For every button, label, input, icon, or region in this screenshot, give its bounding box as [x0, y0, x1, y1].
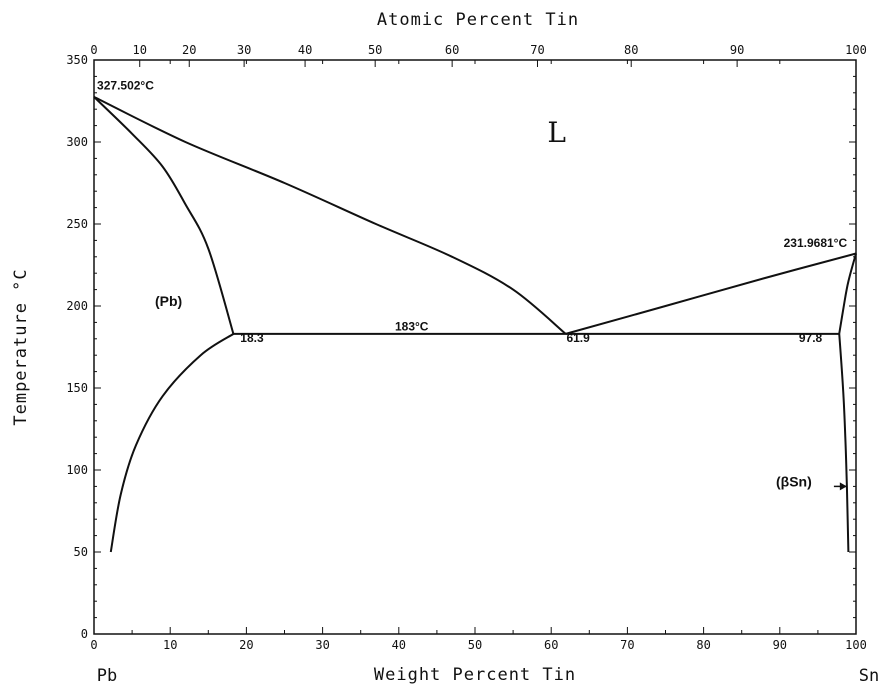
x2-tick-label: 70 [530, 43, 544, 57]
phase-boundaries [93, 96, 857, 553]
x2-tick-label: 80 [624, 43, 638, 57]
x-tick-label: 80 [696, 638, 710, 652]
x2-tick-label: 30 [237, 43, 251, 57]
pb-solubility-label: 18.3 [240, 331, 264, 345]
x-tick-label: 20 [239, 638, 253, 652]
x2-tick-label: 50 [368, 43, 382, 57]
y-tick-label: 50 [74, 545, 88, 559]
x2-tick-label: 40 [298, 43, 312, 57]
liquidus-sn-side [565, 252, 857, 335]
solidus-pb [93, 96, 235, 335]
x2-tick-label: 100 [845, 43, 867, 57]
x-tick-label: 30 [315, 638, 329, 652]
x2-tick-label: 0 [90, 43, 97, 57]
y-tick-label: 150 [66, 381, 88, 395]
x-tick-label: 100 [845, 638, 867, 652]
annotation-group: 327.502°C L 231.9681°C (Pb) 183°C 18.3 61.9 97.… [97, 79, 847, 490]
pb-melting-point-label: 327.502°C [97, 79, 154, 93]
y-tick-label: 0 [81, 627, 88, 641]
sn-melting-point-label: 231.9681°C [784, 236, 848, 250]
pb-element-label: Pb [97, 666, 117, 686]
sn-solubility-label: 97.8 [799, 331, 823, 345]
y-tick-label: 300 [66, 135, 88, 149]
plot-frame [93, 59, 857, 635]
y-tick-label: 100 [66, 463, 88, 477]
x-tick-label: 60 [544, 638, 558, 652]
x-tick-label: 40 [392, 638, 406, 652]
x-tick-label: 0 [90, 638, 97, 652]
liquidus-pb-side [93, 96, 567, 335]
y-tick-label: 350 [66, 53, 88, 67]
solidus-sn [838, 253, 857, 335]
top-axis-title: Atomic Percent Tin [377, 10, 579, 30]
sn-element-label: Sn [859, 666, 879, 686]
beta-sn-arrow-head [839, 482, 847, 491]
x2-tick-label: 20 [182, 43, 196, 57]
x2-tick-label: 90 [730, 43, 744, 57]
x-tick-label: 10 [163, 638, 177, 652]
solvus-pb [109, 333, 234, 553]
x-tick-label: 90 [773, 638, 787, 652]
pb-phase-label: (Pb) [155, 293, 182, 309]
eutectic-temperature-label: 183°C [395, 320, 429, 334]
eutectic-composition-label: 61.9 [566, 331, 590, 345]
tick-group: 0 10 20 30 40 50 60 70 80 90 100 0 10 20 30 40 50 60 70 80 9… [66, 43, 867, 652]
beta-sn-phase-label: (βSn) [776, 473, 812, 489]
liquid-phase-label: L [547, 116, 566, 149]
solvus-sn [838, 333, 850, 553]
y-tick-label: 250 [66, 217, 88, 231]
x-tick-label: 50 [468, 638, 482, 652]
y-tick-label: 200 [66, 299, 88, 313]
x-tick-label: 70 [620, 638, 634, 652]
x2-tick-label: 60 [445, 43, 459, 57]
x-axis-title: Weight Percent Tin [374, 665, 576, 685]
y-axis-title: Temperature °C [11, 268, 31, 425]
x2-tick-label: 10 [132, 43, 146, 57]
